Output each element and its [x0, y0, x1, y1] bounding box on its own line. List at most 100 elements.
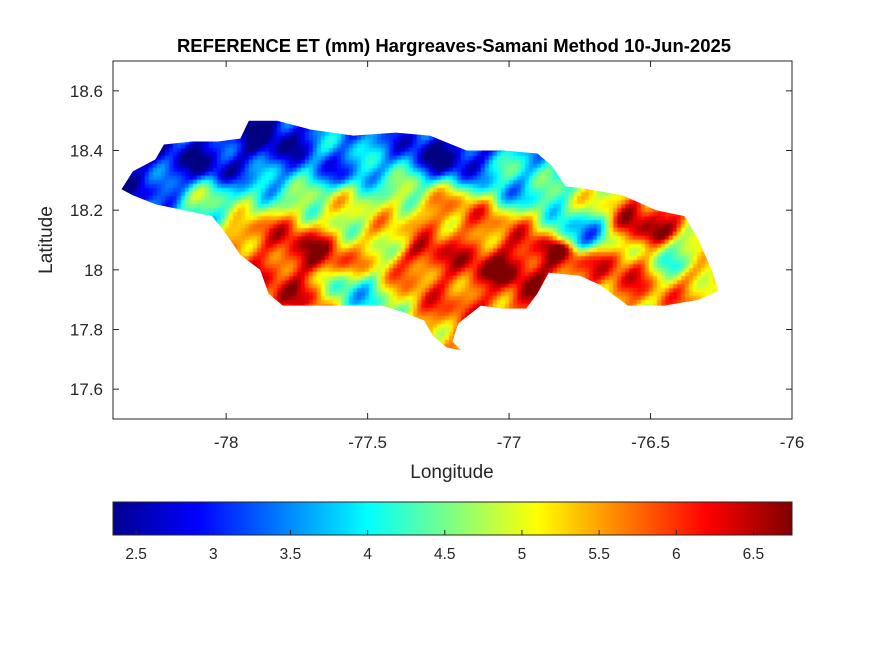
et-cell	[433, 144, 438, 149]
et-cell	[553, 228, 558, 233]
et-cell	[345, 192, 350, 197]
et-cell	[333, 148, 338, 153]
et-cell	[237, 168, 242, 173]
et-cell	[353, 196, 358, 201]
et-cell	[273, 160, 278, 165]
et-cell	[125, 184, 130, 189]
et-cell	[229, 188, 234, 193]
et-cell	[413, 172, 418, 177]
et-cell	[361, 212, 366, 217]
et-cell	[337, 160, 342, 165]
et-cell	[185, 204, 190, 209]
et-cell	[165, 172, 170, 177]
et-cell	[305, 248, 310, 253]
et-cell	[541, 244, 546, 249]
et-cell	[581, 248, 586, 253]
et-cell	[445, 192, 450, 197]
et-cell	[241, 216, 246, 221]
et-cell	[389, 136, 394, 141]
et-cell	[269, 148, 274, 153]
et-cell	[521, 172, 526, 177]
et-cell	[397, 140, 402, 145]
et-cell	[633, 236, 638, 241]
et-cell	[537, 220, 542, 225]
et-cell	[201, 196, 206, 201]
et-cell	[317, 232, 322, 237]
et-cell	[393, 160, 398, 165]
et-cell	[353, 200, 358, 205]
et-cell	[285, 240, 290, 245]
et-cell	[413, 196, 418, 201]
et-cell	[233, 144, 238, 149]
et-cell	[253, 220, 258, 225]
et-cell	[257, 160, 262, 165]
et-cell	[433, 156, 438, 161]
et-cell	[525, 192, 530, 197]
et-cell	[193, 168, 198, 173]
et-cell	[393, 184, 398, 189]
et-cell	[549, 224, 554, 229]
et-cell	[301, 212, 306, 217]
et-cell	[293, 144, 298, 149]
et-cell	[149, 184, 154, 189]
et-cell	[405, 216, 410, 221]
et-cell	[297, 224, 302, 229]
et-cell	[297, 184, 302, 189]
et-cell	[253, 232, 258, 237]
et-cell	[493, 204, 498, 209]
et-cell	[493, 212, 498, 217]
et-cell	[177, 192, 182, 197]
et-cell	[529, 236, 534, 241]
et-cell	[429, 228, 434, 233]
et-cell	[229, 232, 234, 237]
et-cell	[437, 224, 442, 229]
et-cell	[445, 236, 450, 241]
et-cell	[281, 140, 286, 145]
et-cell	[401, 196, 406, 201]
et-cell	[677, 240, 682, 245]
et-cell	[209, 184, 214, 189]
et-cell	[209, 144, 214, 149]
et-cell	[637, 240, 642, 245]
et-cell	[477, 192, 482, 197]
et-cell	[573, 216, 578, 221]
et-cell	[193, 200, 198, 205]
et-cell	[221, 212, 226, 217]
et-cell	[669, 232, 674, 237]
et-cell	[413, 160, 418, 165]
et-cell	[349, 156, 354, 161]
et-cell	[289, 132, 294, 137]
et-cell	[453, 184, 458, 189]
et-cell	[281, 196, 286, 201]
et-cell	[233, 140, 238, 145]
et-cell	[577, 196, 582, 201]
et-cell	[385, 168, 390, 173]
et-cell	[437, 248, 442, 253]
et-cell	[481, 184, 486, 189]
et-cell	[321, 248, 326, 253]
et-cell	[325, 232, 330, 237]
et-cell	[369, 248, 374, 253]
et-cell	[265, 220, 270, 225]
et-cell	[345, 172, 350, 177]
et-cell	[337, 224, 342, 229]
et-cell	[421, 136, 426, 141]
et-cell	[565, 248, 570, 253]
et-cell	[197, 156, 202, 161]
et-cell	[609, 204, 614, 209]
et-cell	[405, 140, 410, 145]
et-cell	[253, 212, 258, 217]
et-cell	[221, 180, 226, 185]
et-cell	[433, 232, 438, 237]
et-cell	[185, 160, 190, 165]
et-cell	[481, 208, 486, 213]
et-cell	[321, 164, 326, 169]
et-cell	[317, 140, 322, 145]
et-cell	[473, 220, 478, 225]
et-cell	[257, 236, 262, 241]
et-cell	[373, 212, 378, 217]
et-cell	[409, 220, 414, 225]
et-cell	[169, 204, 174, 209]
et-cell	[585, 220, 590, 225]
et-cell	[353, 212, 358, 217]
